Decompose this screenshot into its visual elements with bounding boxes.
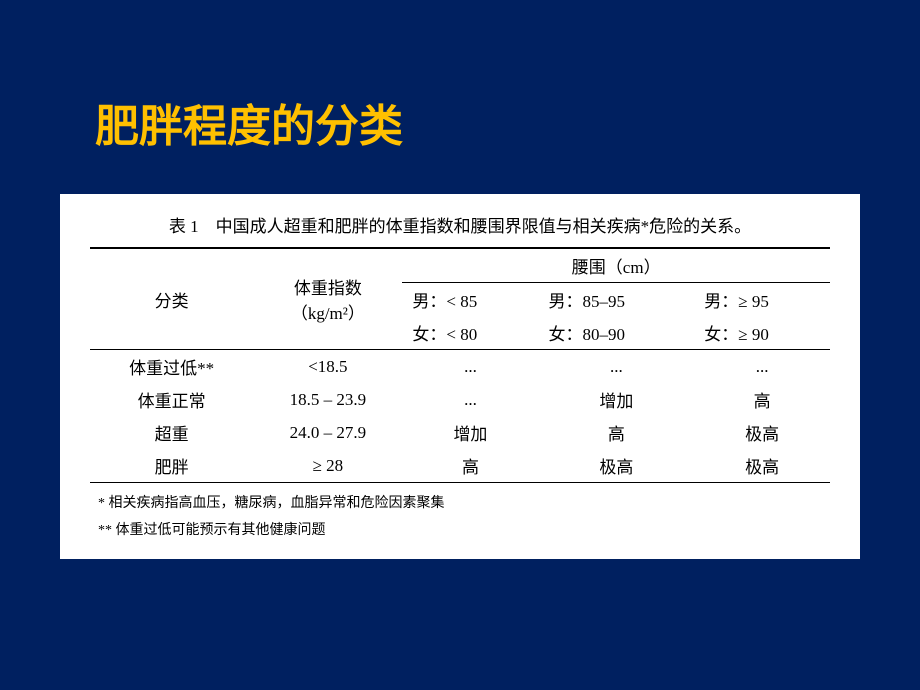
cell-risk: 增加: [402, 416, 538, 449]
cell-risk: 极高: [694, 416, 830, 449]
cell-risk: ...: [402, 350, 538, 384]
table-row: 体重过低** <18.5 ... ... ...: [90, 350, 830, 384]
cell-bmi: 24.0 – 27.9: [253, 416, 402, 449]
cell-bmi: ≥ 28: [253, 449, 402, 483]
cell-bmi: <18.5: [253, 350, 402, 384]
waist-col3-female: 女：≥ 90: [694, 316, 830, 350]
header-category: 分类: [90, 248, 253, 350]
waist-col2-female: 女：80–90: [539, 316, 695, 350]
header-bmi: 体重指数 （kg/m²）: [253, 248, 402, 350]
cell-category: 肥胖: [90, 449, 253, 483]
cell-category: 超重: [90, 416, 253, 449]
table-footnotes: * 相关疾病指高血压，糖尿病，血脂异常和危险因素聚集 ** 体重过低可能预示有其…: [90, 491, 830, 544]
header-waist: 腰围（cm）: [402, 248, 830, 283]
cell-risk: ...: [402, 383, 538, 416]
cell-category: 体重正常: [90, 383, 253, 416]
footnote-2: ** 体重过低可能预示有其他健康问题: [90, 518, 830, 545]
cell-risk: ...: [539, 350, 695, 384]
waist-col1-male: 男：< 85: [402, 283, 538, 317]
slide-title: 肥胖程度的分类: [0, 0, 920, 154]
cell-risk: 高: [694, 383, 830, 416]
waist-col1-female: 女：< 80: [402, 316, 538, 350]
waist-col3-male: 男：≥ 95: [694, 283, 830, 317]
table-row: 超重 24.0 – 27.9 增加 高 极高: [90, 416, 830, 449]
cell-risk: 增加: [539, 383, 695, 416]
cell-risk: 极高: [694, 449, 830, 483]
cell-bmi: 18.5 – 23.9: [253, 383, 402, 416]
cell-risk: 高: [402, 449, 538, 483]
table-caption: 表 1 中国成人超重和肥胖的体重指数和腰围界限值与相关疾病*危险的关系。: [90, 212, 830, 237]
cell-category: 体重过低**: [90, 350, 253, 384]
table-panel: 表 1 中国成人超重和肥胖的体重指数和腰围界限值与相关疾病*危险的关系。 分类 …: [60, 194, 860, 559]
footnote-1: * 相关疾病指高血压，糖尿病，血脂异常和危险因素聚集: [90, 491, 830, 518]
waist-col2-male: 男：85–95: [539, 283, 695, 317]
header-bmi-label: 体重指数: [294, 279, 362, 298]
bmi-classification-table: 分类 体重指数 （kg/m²） 腰围（cm） 男：< 85 男：85–95 男：…: [90, 247, 830, 483]
cell-risk: 极高: [539, 449, 695, 483]
table-row: 体重正常 18.5 – 23.9 ... 增加 高: [90, 383, 830, 416]
cell-risk: 高: [539, 416, 695, 449]
cell-risk: ...: [694, 350, 830, 384]
table-row: 肥胖 ≥ 28 高 极高 极高: [90, 449, 830, 483]
header-bmi-unit: （kg/m²）: [291, 304, 365, 323]
